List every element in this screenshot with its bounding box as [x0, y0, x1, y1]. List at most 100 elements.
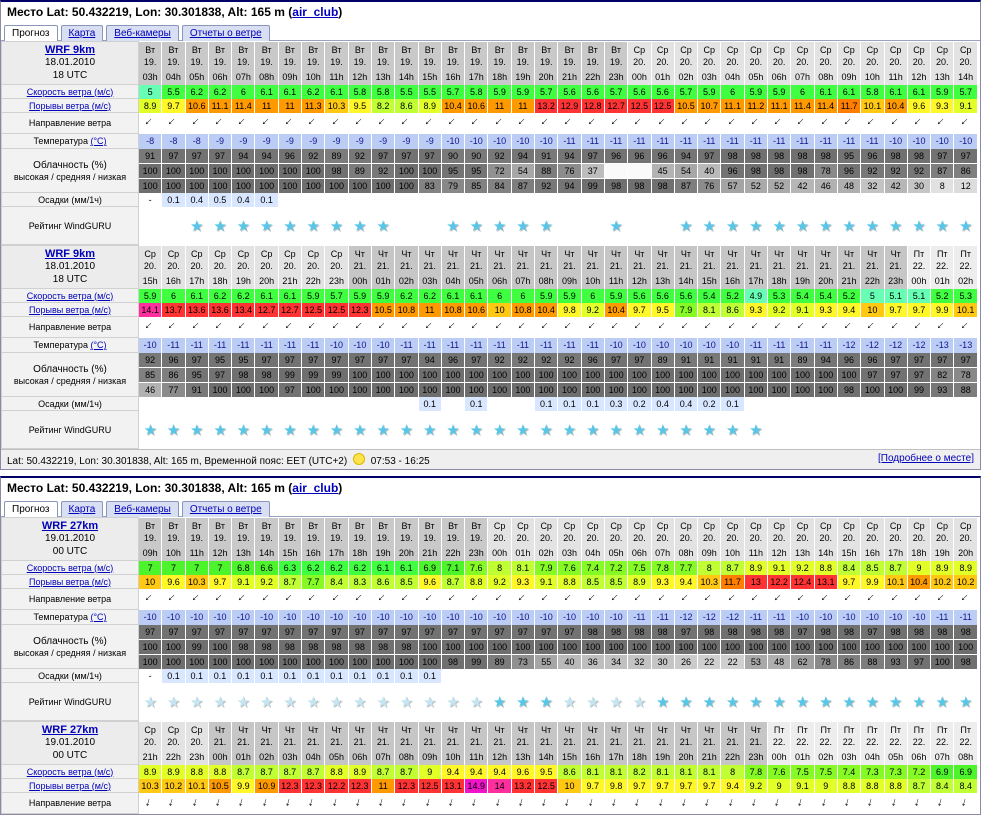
cloud-cell: 97 98 100	[231, 624, 256, 669]
speed-cell: 5.6	[674, 288, 699, 303]
day-header-cell: Пт 22.	[790, 721, 815, 751]
cloud-mid-value: 100	[791, 639, 814, 655]
wind-direction-arrow-icon: →	[280, 317, 300, 337]
rating-cell: ★	[557, 682, 582, 721]
daylight-hours: 07:53 - 16:25	[370, 456, 430, 467]
temperature-cell: -10	[511, 133, 536, 149]
temperature-cell: -10	[487, 609, 512, 625]
model-link[interactable]: WRF 9km	[44, 248, 96, 260]
tab-map[interactable]: Карта	[60, 25, 104, 41]
hour-header-cell: 03h	[697, 70, 722, 85]
cloud-cell: 97 100 99	[464, 624, 489, 669]
tab-map[interactable]: Карта	[60, 501, 104, 517]
wind-direction-arrow-icon: →	[141, 589, 160, 609]
temperature-unit-link[interactable]: (°C)	[90, 612, 107, 622]
precipitation-label: Осадки (мм/1ч)	[38, 398, 102, 409]
precipitation-cell	[581, 668, 605, 683]
tab-forecast[interactable]: Прогноз	[4, 501, 58, 517]
temperature-cell: -11	[301, 337, 326, 353]
cloud-mid-value: 100	[861, 639, 883, 655]
model-run-utc: 00 UTC	[52, 750, 88, 761]
star-icon: ★	[190, 421, 204, 439]
gust-cell: 11	[371, 778, 396, 793]
cloud-cell: 96 100 100	[278, 148, 303, 193]
gust-cell: 9.4	[720, 778, 745, 793]
speed-cell: 9	[418, 764, 442, 779]
tab-webcams[interactable]: Веб-камеры	[106, 25, 179, 41]
wind-speed-label[interactable]: Скорость ветра (м/с)	[26, 86, 114, 97]
wind-direction-arrow-icon: →	[747, 795, 765, 811]
wind-gusts-label[interactable]: Порывы ветра (м/с)	[29, 304, 111, 315]
rating-cell: ★	[464, 206, 488, 245]
gust-cell: 9.3	[744, 302, 769, 317]
rating-cell: ★	[814, 682, 838, 721]
wind-direction-arrow-icon: →	[676, 589, 696, 609]
hour-header-cell: 08h	[254, 70, 279, 85]
cloud-low-value: 92	[535, 178, 557, 193]
rating-cell: ★	[884, 682, 908, 721]
wind-direction-arrow-icon: →	[280, 113, 300, 133]
forecast-section-1: Место Lat: 50.432219, Lon: 30.301838, Al…	[0, 0, 981, 470]
precipitation-cell: 0.4	[231, 192, 256, 207]
precipitation-cell	[511, 396, 536, 411]
cloud-high-value: 92	[535, 352, 557, 368]
model-link[interactable]: WRF 27km	[41, 520, 99, 532]
precipitation-cell: 0.1	[161, 192, 186, 207]
wind-speed-label[interactable]: Скорость ветра (м/с)	[26, 290, 114, 301]
temperature-cell: -10	[557, 609, 582, 625]
temperature-cell: -11	[604, 133, 629, 149]
precipitation-cell: 0.4	[185, 192, 209, 207]
tab-webcams[interactable]: Веб-камеры	[106, 501, 179, 517]
speed-cell: 7.5	[627, 560, 652, 575]
precipitation-cell: 0.1	[324, 668, 349, 683]
cloud-low-value: 89	[488, 654, 511, 669]
wind-direction-arrow-icon: →	[350, 317, 370, 337]
speed-cell: 6.9	[930, 764, 955, 779]
cloud-low-value: 99	[907, 382, 930, 397]
wind-speed-label[interactable]: Скорость ветра (м/с)	[26, 562, 114, 573]
precipitation-cell	[930, 192, 955, 207]
hour-header-cell: 04h	[720, 70, 745, 85]
gust-cell: 9.7	[884, 302, 908, 317]
gust-cell: 9.3	[814, 302, 838, 317]
cloud-mid-value: 98	[371, 639, 394, 655]
cloud-high-value: 96	[651, 148, 674, 164]
cloud-cell: 97 100 100	[394, 148, 419, 193]
cloud-mid-value: 100	[511, 639, 534, 655]
gust-cell: 10.8	[511, 302, 536, 317]
wind-speed-label[interactable]: Скорость ветра (м/с)	[26, 766, 114, 777]
star-icon: ★	[306, 421, 320, 439]
day-header-cell: Чт 21.	[744, 721, 769, 751]
star-icon: ★	[469, 421, 484, 439]
tab-wind-reports[interactable]: Отчеты о ветре	[181, 25, 270, 41]
wind-direction-arrow-icon: →	[770, 795, 788, 811]
model-link[interactable]: WRF 27km	[41, 724, 99, 736]
wind-direction-arrow-icon: →	[234, 589, 253, 609]
cloud-high-value: 97	[907, 352, 930, 368]
location-link[interactable]: air_club	[292, 481, 339, 495]
precipitation-cell	[744, 192, 769, 207]
place-details-link[interactable]: [Подробнее о месте]	[877, 453, 974, 464]
rating-cell: ★	[418, 410, 442, 449]
wind-gusts-label[interactable]: Порывы ветра (м/с)	[29, 100, 111, 111]
gust-cell: 10.4	[884, 98, 908, 113]
speed-cell: 8.8	[208, 764, 233, 779]
day-header-row: WRF 9km 18.01.2010 18 UTC Ср 20. Ср 20. Ср 20. Ср…	[1, 245, 978, 289]
gust-cell: 12.3	[394, 778, 419, 793]
cloud-low-value: 53	[744, 654, 767, 669]
wind-gusts-label[interactable]: Порывы ветра (м/с)	[29, 780, 111, 791]
wind-gusts-label[interactable]: Порывы ветра (м/с)	[29, 576, 111, 587]
speed-cell: 8.8	[185, 764, 209, 779]
temperature-unit-link[interactable]: (°C)	[90, 136, 107, 146]
speed-cell: 8.9	[744, 560, 769, 575]
speed-cell: 6	[161, 288, 186, 303]
precipitation-cell	[930, 668, 955, 683]
cloud-high-value: 97	[954, 148, 977, 164]
tab-forecast[interactable]: Прогноз	[4, 25, 58, 41]
cloud-mid-value: 100	[208, 639, 231, 655]
location-link[interactable]: air_club	[292, 5, 339, 19]
model-link[interactable]: WRF 9km	[44, 44, 96, 56]
temperature-unit-link[interactable]: (°C)	[90, 340, 107, 350]
gust-cell: 9.1	[790, 302, 815, 317]
tab-wind-reports[interactable]: Отчеты о ветре	[181, 501, 270, 517]
